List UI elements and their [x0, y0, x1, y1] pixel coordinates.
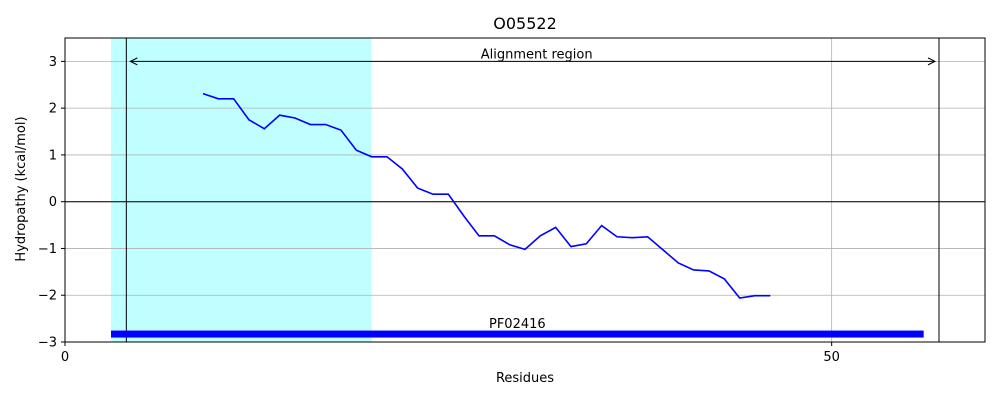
domain-label: PF02416 [489, 317, 546, 332]
y-tick-label: 2 [49, 102, 57, 117]
y-tick-label: 0 [49, 195, 57, 210]
y-tick-label: 1 [49, 148, 57, 163]
y-tick-label: −1 [38, 242, 57, 257]
plot-frame [64, 37, 986, 343]
domain-bar [111, 330, 924, 338]
x-tick-label: 0 [61, 350, 69, 365]
arrowhead-left [129, 57, 138, 66]
y-tick-label: −2 [38, 289, 57, 304]
arrowhead-right [927, 57, 937, 66]
hydropathy-line [202, 92, 771, 299]
y-tick-label: 3 [49, 55, 57, 70]
y-axis-label: Hydropathy (kcal/mol) [14, 116, 29, 261]
chart-title: O05522 [493, 14, 557, 33]
y-tick-label: −3 [38, 336, 57, 351]
shaded-region [111, 38, 372, 342]
alignment-region-label: Alignment region [481, 47, 593, 62]
x-axis-label: Residues [496, 371, 554, 386]
x-tick-label: 50 [823, 350, 840, 365]
